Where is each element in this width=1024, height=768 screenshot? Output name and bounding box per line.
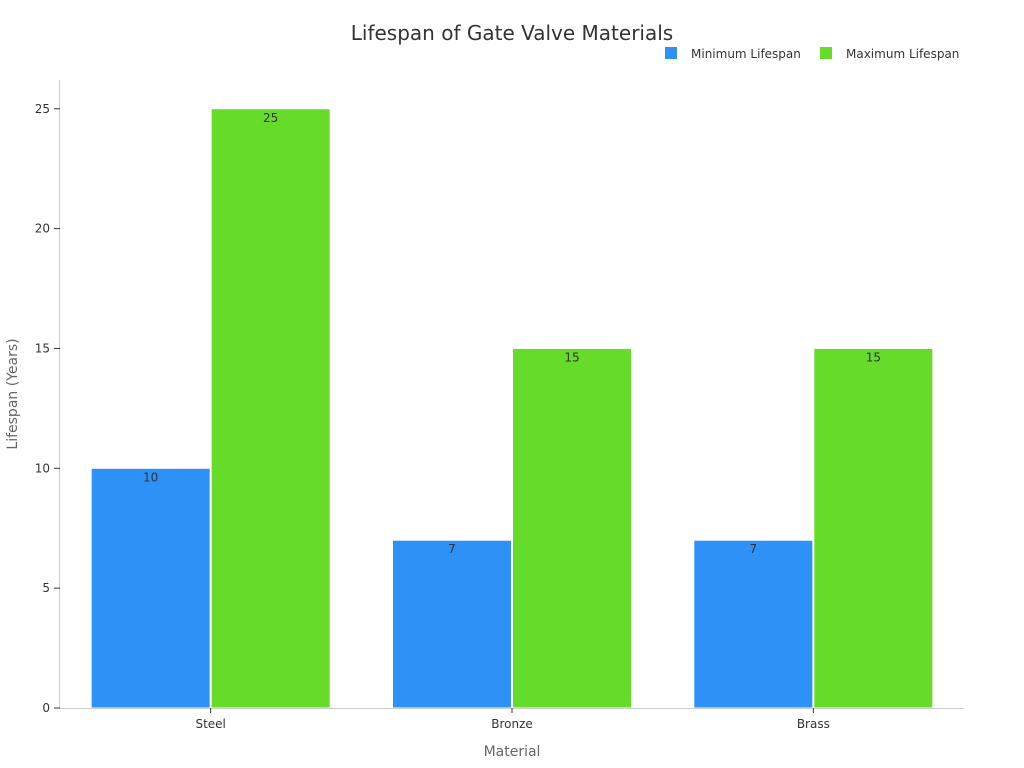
y-axis-title: Lifespan (Years) (5, 338, 21, 449)
bar-brass-max (813, 347, 934, 709)
legend-swatch (665, 47, 677, 59)
data-label: 10 (143, 470, 158, 484)
y-tick-label: 15 (35, 341, 50, 355)
bar-brass-min (693, 539, 814, 709)
data-label: 7 (448, 542, 456, 556)
y-axis-ticks: 0 5 10 15 20 25 (35, 102, 60, 715)
x-axis-title: Material (484, 744, 541, 760)
legend: Minimum Lifespan Maximum Lifespan (665, 47, 959, 61)
y-tick-label: 5 (42, 581, 50, 595)
y-tick-label: 0 (42, 701, 50, 715)
x-tick-label: Steel (195, 717, 225, 731)
plot-area: 10 25 7 15 7 15 0 5 10 15 20 25 Steel Bronze Brass (35, 80, 964, 731)
data-label: 7 (750, 542, 758, 556)
bar-bronze-max (512, 347, 632, 709)
bar-steel-max (210, 108, 331, 709)
bar-bronze-min (392, 539, 512, 709)
legend-swatch (820, 47, 832, 59)
x-tick-label: Bronze (491, 717, 533, 731)
x-axis-ticks: Steel Bronze Brass (195, 708, 830, 731)
x-tick-label: Brass (797, 717, 830, 731)
y-tick-label: 20 (35, 222, 50, 236)
data-label: 15 (564, 350, 579, 364)
y-tick-label: 10 (35, 461, 50, 475)
chart-title: Lifespan of Gate Valve Materials (351, 21, 673, 45)
legend-label: Maximum Lifespan (846, 47, 959, 61)
legend-label: Minimum Lifespan (691, 47, 801, 61)
bar-labels-group: 10 25 7 15 7 15 (143, 111, 881, 556)
bars-group (90, 108, 934, 709)
data-label: 15 (866, 350, 881, 364)
data-label: 25 (263, 111, 278, 125)
bar-steel-min (90, 467, 211, 709)
y-tick-label: 25 (35, 102, 50, 116)
